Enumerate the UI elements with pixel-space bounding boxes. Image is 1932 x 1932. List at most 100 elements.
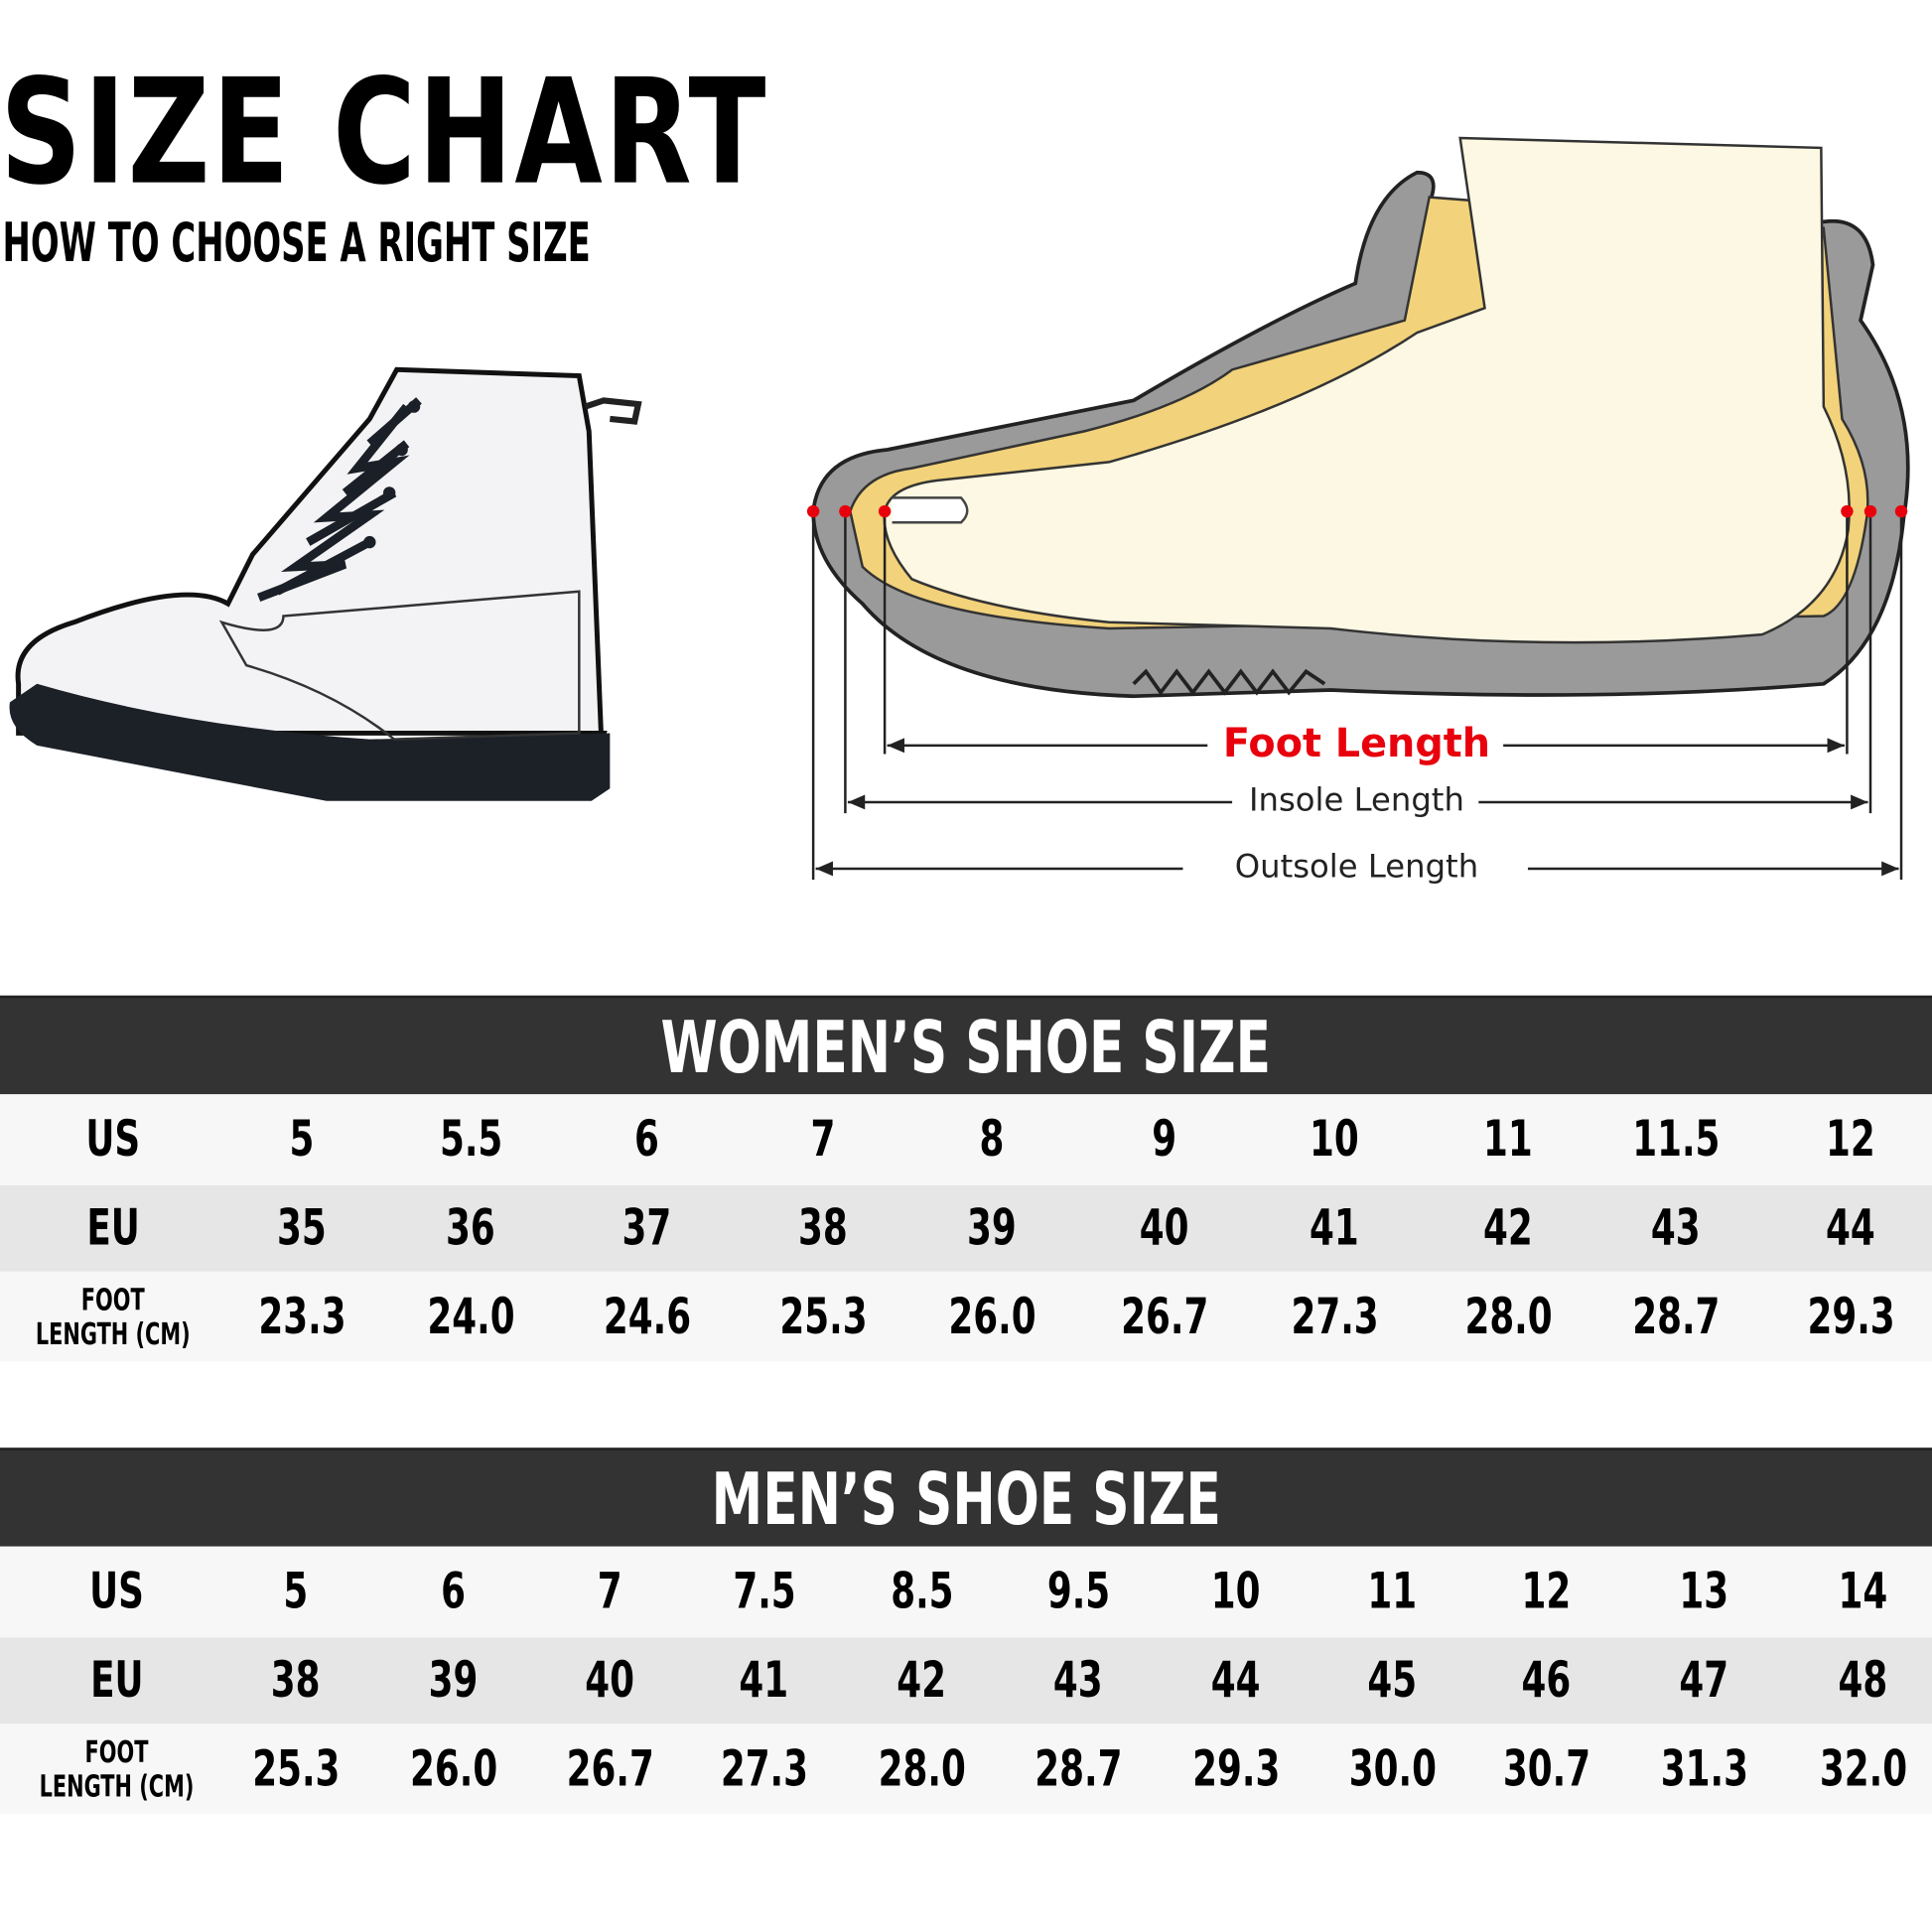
table-cell: 12 bbox=[1764, 1094, 1932, 1185]
table-cell: 26.0 bbox=[905, 1272, 1078, 1362]
table-cell: 44 bbox=[1764, 1185, 1932, 1272]
table-cell: 9.5 bbox=[992, 1547, 1165, 1638]
cell-value: 12 bbox=[1826, 1111, 1875, 1169]
cell-value: 26.7 bbox=[566, 1740, 654, 1798]
cell-value: 32.0 bbox=[1819, 1740, 1907, 1798]
cell-value: 29.3 bbox=[1191, 1740, 1280, 1798]
table-cell: 48 bbox=[1777, 1637, 1932, 1724]
table-cell: 41 bbox=[1248, 1185, 1421, 1272]
cell-value: 11.5 bbox=[1631, 1111, 1720, 1169]
cell-value: 45 bbox=[1367, 1652, 1418, 1710]
row-label-text: US bbox=[89, 1563, 145, 1621]
cell-value: 27.3 bbox=[720, 1740, 808, 1798]
cell-value: 7 bbox=[810, 1111, 836, 1169]
table-cell: 10 bbox=[1150, 1547, 1322, 1638]
cell-value: 9 bbox=[1152, 1111, 1177, 1169]
foot-length-label: Foot Length bbox=[1222, 719, 1491, 766]
row-label-text: FOOT LENGTH (CM) bbox=[36, 1282, 191, 1351]
table-cell: 27.3 bbox=[678, 1724, 851, 1814]
cell-value: 7.5 bbox=[732, 1563, 796, 1621]
cell-value: 43 bbox=[1651, 1199, 1701, 1257]
women-row-us: US 5 5.5 6 7 8 9 10 11 11.5 12 bbox=[0, 1094, 1932, 1185]
cell-value: 13 bbox=[1679, 1563, 1729, 1621]
cell-value: 10 bbox=[1210, 1563, 1261, 1621]
table-cell: 23.3 bbox=[215, 1272, 388, 1362]
table-cell: 44 bbox=[1150, 1637, 1322, 1724]
cell-value: 40 bbox=[1139, 1199, 1189, 1257]
page-title: SIZE CHART bbox=[0, 47, 768, 217]
table-cell: 31.3 bbox=[1618, 1724, 1791, 1814]
cell-value: 43 bbox=[1053, 1652, 1103, 1710]
table-cell: 46 bbox=[1460, 1637, 1633, 1724]
cell-value: 39 bbox=[967, 1199, 1017, 1257]
cell-value: 30.7 bbox=[1502, 1740, 1590, 1798]
table-cell: 27.3 bbox=[1248, 1272, 1421, 1362]
table-cell: 43 bbox=[992, 1637, 1165, 1724]
cell-value: 37 bbox=[621, 1199, 672, 1257]
row-label-text: FOOT LENGTH (CM) bbox=[40, 1734, 195, 1804]
cell-value: 28.7 bbox=[1034, 1740, 1123, 1798]
boot-image bbox=[9, 366, 642, 801]
table-cell: 25.3 bbox=[737, 1272, 909, 1362]
table-cell: 47 bbox=[1618, 1637, 1791, 1724]
cell-value: 24.0 bbox=[426, 1288, 515, 1345]
cell-value: 5 bbox=[289, 1111, 315, 1169]
table-cell: 10 bbox=[1248, 1094, 1421, 1185]
cell-value: 25.3 bbox=[251, 1740, 340, 1798]
measure-points bbox=[806, 504, 1908, 518]
table-cell: 6 bbox=[561, 1094, 734, 1185]
cell-value: 26.0 bbox=[409, 1740, 497, 1798]
row-label-text: EU bbox=[90, 1652, 144, 1710]
table-cell: 35 bbox=[215, 1185, 388, 1272]
women-row-eu: EU 35 36 37 38 39 40 41 42 43 44 bbox=[0, 1184, 1932, 1272]
table-cell: 32.0 bbox=[1777, 1724, 1932, 1814]
cell-value: 39 bbox=[428, 1652, 479, 1710]
table-cell: 40 bbox=[1078, 1185, 1251, 1272]
table-cell: 40 bbox=[523, 1637, 696, 1724]
cell-value: 6 bbox=[441, 1563, 467, 1621]
table-cell: 30.0 bbox=[1307, 1724, 1479, 1814]
cell-value: 42 bbox=[1483, 1199, 1533, 1257]
cell-value: 23.3 bbox=[257, 1288, 346, 1345]
table-cell: 5 bbox=[215, 1094, 388, 1185]
table-cell: 6 bbox=[367, 1547, 540, 1638]
table-cell: 26.0 bbox=[367, 1724, 540, 1814]
table-cell: 45 bbox=[1307, 1637, 1479, 1724]
row-label: US bbox=[27, 1094, 200, 1185]
cell-value: 8 bbox=[979, 1111, 1005, 1169]
table-cell: 5 bbox=[209, 1547, 382, 1638]
row-label: US bbox=[31, 1547, 204, 1638]
table-cell: 25.3 bbox=[209, 1724, 382, 1814]
table-cell: 12 bbox=[1460, 1547, 1633, 1638]
table-cell: 26.7 bbox=[1078, 1272, 1251, 1362]
outsole-length-label: Outsole Length bbox=[1234, 849, 1479, 887]
row-label: EU bbox=[31, 1637, 204, 1724]
cell-value: 36 bbox=[446, 1199, 495, 1257]
cell-value: 26.0 bbox=[947, 1288, 1036, 1345]
row-label-text: EU bbox=[86, 1199, 140, 1257]
cell-value: 44 bbox=[1826, 1199, 1875, 1257]
table-cell: 26.7 bbox=[523, 1724, 696, 1814]
men-row-eu: EU 38 39 40 41 42 43 44 45 46 47 48 bbox=[0, 1637, 1932, 1725]
men-table-header: MEN’S SHOE SIZE bbox=[0, 1448, 1932, 1550]
table-cell: 13 bbox=[1618, 1547, 1791, 1638]
women-row-foot: FOOT LENGTH (CM) 23.3 24.0 24.6 25.3 26.0 26.7 2… bbox=[0, 1271, 1932, 1362]
table-cell: 41 bbox=[678, 1637, 851, 1724]
table-cell: 11 bbox=[1422, 1094, 1594, 1185]
table-cell: 28.7 bbox=[992, 1724, 1165, 1814]
table-cell: 5.5 bbox=[384, 1094, 557, 1185]
insole-length-label: Insole Length bbox=[1249, 782, 1464, 820]
table-cell: 7 bbox=[523, 1547, 696, 1638]
table-cell: 39 bbox=[367, 1637, 540, 1724]
row-label: FOOT LENGTH (CM) bbox=[27, 1272, 200, 1362]
table-cell: 8.5 bbox=[835, 1547, 1008, 1638]
table-cell: 28.7 bbox=[1589, 1272, 1762, 1362]
cell-value: 25.3 bbox=[778, 1288, 868, 1345]
women-table-title: WOMEN’S SHOE SIZE bbox=[660, 1005, 1272, 1090]
page-subtitle: HOW TO CHOOSE A RIGHT SIZE bbox=[2, 211, 591, 275]
cell-value: 26.7 bbox=[1120, 1288, 1208, 1345]
cell-value: 11 bbox=[1367, 1563, 1418, 1621]
cell-value: 28.0 bbox=[1463, 1288, 1553, 1345]
cell-value: 5 bbox=[283, 1563, 309, 1621]
cell-value: 42 bbox=[897, 1652, 947, 1710]
